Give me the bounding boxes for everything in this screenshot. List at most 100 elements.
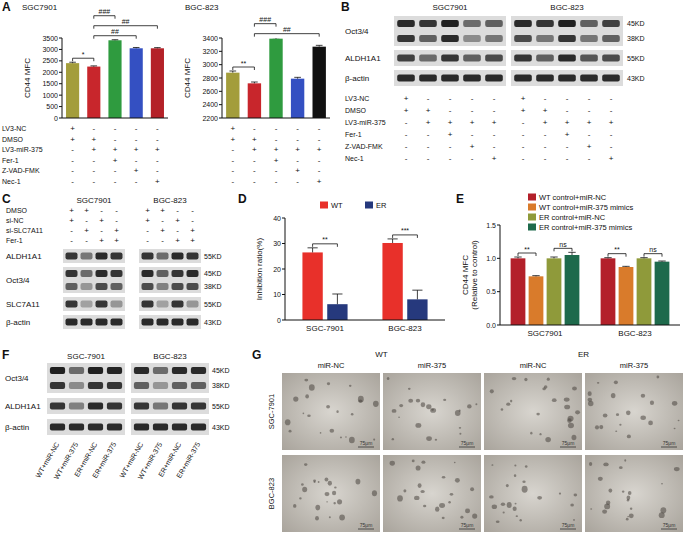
blot-membrane (511, 50, 623, 66)
colony (439, 503, 445, 508)
colony (293, 397, 298, 402)
treatment-mark: - (588, 154, 591, 163)
y-tick (282, 243, 285, 244)
treatment-mark: - (610, 106, 613, 115)
treatment-mark: - (253, 177, 256, 186)
y-tick-label: 20 (273, 266, 281, 273)
y-tick-label: 2400 (202, 101, 218, 108)
significance-bracket (518, 253, 536, 256)
treatment-mark: - (522, 118, 525, 127)
bar (291, 79, 304, 118)
colony (515, 503, 517, 505)
band (419, 35, 437, 42)
colony (624, 459, 626, 461)
y-tick-label: 0 (277, 317, 281, 324)
treatment-mark: + (175, 216, 180, 225)
colony (307, 415, 310, 417)
band (602, 55, 620, 62)
band (172, 319, 184, 326)
treatment-mark: + (521, 106, 526, 115)
significance-bracket (644, 254, 662, 257)
row-label: ALDH1A1 (345, 54, 381, 63)
treatment-mark: + (114, 236, 119, 245)
y-axis-label: CD44 MFC (461, 255, 470, 295)
band (580, 55, 598, 62)
size-label: 55KD (204, 301, 222, 308)
colony (431, 409, 434, 411)
band (172, 382, 187, 389)
significance-bracket (554, 248, 572, 251)
band (419, 55, 437, 62)
error-bar (568, 252, 575, 255)
colony (340, 437, 342, 439)
colony (418, 483, 422, 488)
colony (588, 398, 593, 402)
band (96, 319, 108, 326)
band (558, 35, 576, 42)
treatment-mark: - (85, 236, 88, 245)
significance-bracket (94, 16, 115, 19)
colony (442, 476, 445, 479)
y-tick (219, 38, 222, 39)
y-tick (219, 51, 222, 52)
colony (315, 516, 319, 521)
y-tick (59, 49, 62, 50)
blot-membrane (139, 297, 201, 311)
treatment-mark: + (543, 106, 548, 115)
lane-label: ER+miR-375 (175, 441, 201, 479)
treatment-mark: - (161, 236, 164, 245)
treatment-label: Nec-1 (345, 155, 364, 162)
treatment-mark: + (609, 154, 614, 163)
panel-label: E (456, 192, 464, 206)
band (142, 301, 154, 308)
size-label: 43KD (212, 424, 230, 431)
y-tick-label: 30 (273, 240, 281, 247)
row-label: Oct3/4 (5, 374, 29, 383)
colony (627, 499, 629, 501)
colony (320, 432, 322, 434)
y-tick-label: 3500 (42, 35, 58, 42)
size-label: 38KD (212, 382, 230, 389)
treatment-label: Fer-1 (6, 237, 23, 244)
band (50, 403, 65, 410)
treatment-mark: - (114, 124, 117, 133)
colony (475, 403, 477, 405)
band (580, 20, 598, 27)
row-label: ALDH1A1 (5, 402, 41, 411)
y-tick (497, 258, 500, 259)
treatment-mark: - (161, 216, 164, 225)
band (107, 403, 122, 410)
y-tick (219, 91, 222, 92)
micrograph (585, 455, 683, 532)
significance-label: ns (559, 241, 567, 248)
blot-membrane (139, 267, 201, 293)
colony (490, 389, 494, 393)
y-tick-label: 3400 (202, 35, 218, 42)
band (66, 319, 78, 326)
micrograph (484, 455, 582, 532)
error-bar (154, 47, 161, 49)
colony (430, 408, 436, 413)
error-bar (514, 257, 521, 258)
chart: 010203040Inhibition ratio(%)SGC-7901BGC-… (255, 201, 445, 333)
band (111, 283, 123, 290)
blot-membrane (139, 249, 201, 263)
colony (602, 509, 607, 513)
colony (678, 420, 680, 422)
band (172, 403, 187, 410)
colony (510, 400, 512, 403)
bar (151, 48, 164, 118)
treatment-mark: + (252, 135, 257, 144)
colony (392, 438, 394, 440)
colony (650, 400, 654, 405)
colony (496, 520, 500, 523)
y-tick (219, 118, 222, 119)
treatment-mark: - (71, 177, 74, 186)
colony (661, 483, 663, 485)
colony (570, 503, 574, 506)
colony (416, 399, 420, 403)
treatment-mark: - (544, 154, 547, 163)
treatment-mark: - (70, 226, 73, 235)
significance-bracket (233, 67, 255, 70)
y-tick (497, 225, 500, 226)
